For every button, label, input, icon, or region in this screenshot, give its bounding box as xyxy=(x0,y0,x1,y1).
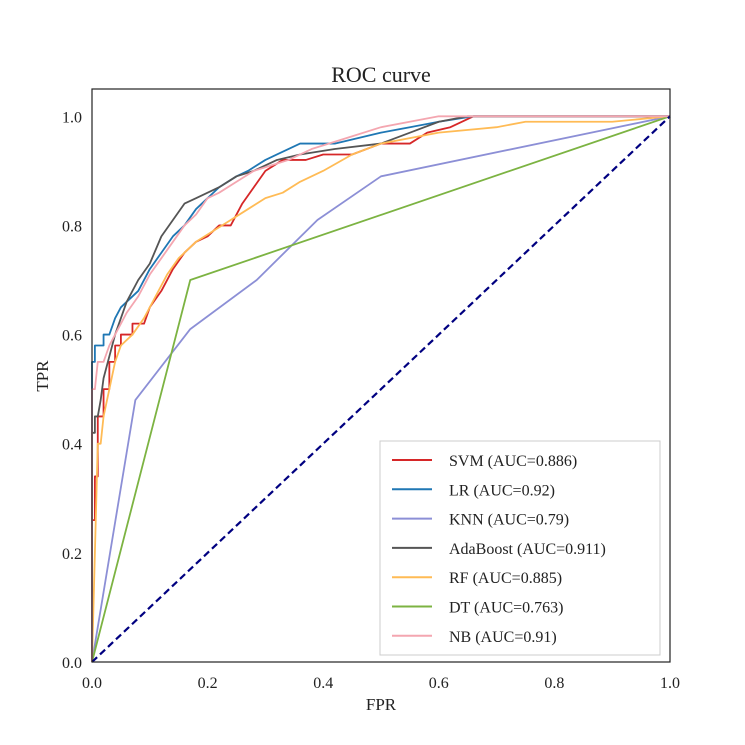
series-line-adaboost xyxy=(91,115,670,662)
x-tick-layer: 0.0 0.2 0.4 0.6 0.8 1.0 xyxy=(82,675,680,692)
reference-diagonal-line xyxy=(91,115,671,663)
legend-label: LR (AUC=0.92) xyxy=(449,482,555,499)
x-tick-label: 0.8 xyxy=(544,675,564,692)
series-line-knn xyxy=(91,115,671,663)
y-tick-layer: 0.0 0.2 0.4 0.6 0.8 1.0 xyxy=(62,109,82,672)
y-tick-label: 1.0 xyxy=(62,109,82,126)
y-tick-label: 0.0 xyxy=(62,655,82,672)
y-tick-label: 0.4 xyxy=(62,437,82,454)
legend: SVM (AUC=0.886) LR (AUC=0.92) KNN (AUC=0.7… xyxy=(379,440,661,656)
series-line-svm xyxy=(91,115,670,662)
x-tick-label: 0.6 xyxy=(429,675,449,692)
series-line-nb xyxy=(91,115,670,662)
legend-label: KNN (AUC=0.79) xyxy=(449,512,569,529)
legend-label: RF (AUC=0.885) xyxy=(449,570,562,587)
y-tick-label: 0.2 xyxy=(62,546,82,563)
y-axis-label: TPR xyxy=(33,360,52,392)
chart-title: ROC curve xyxy=(331,62,431,87)
reference-layer xyxy=(91,115,671,663)
series-layer xyxy=(91,115,671,663)
x-tick-label: 0.0 xyxy=(82,675,102,692)
legend-label: NB (AUC=0.91) xyxy=(449,629,557,646)
series-line-rf xyxy=(91,115,671,663)
x-tick-label: 1.0 xyxy=(660,675,680,692)
x-tick-label: 0.4 xyxy=(313,675,333,692)
legend-label: SVM (AUC=0.886) xyxy=(449,453,577,470)
legend-label: DT (AUC=0.763) xyxy=(449,600,564,617)
x-tick-label: 0.2 xyxy=(198,675,218,692)
y-tick-label: 0.8 xyxy=(62,218,82,235)
plot-frame xyxy=(91,88,671,663)
legend-label: AdaBoost (AUC=0.911) xyxy=(449,541,606,558)
series-line-dt xyxy=(91,115,671,663)
y-tick-label: 0.6 xyxy=(62,328,82,345)
x-axis-label: FPR xyxy=(366,695,397,714)
